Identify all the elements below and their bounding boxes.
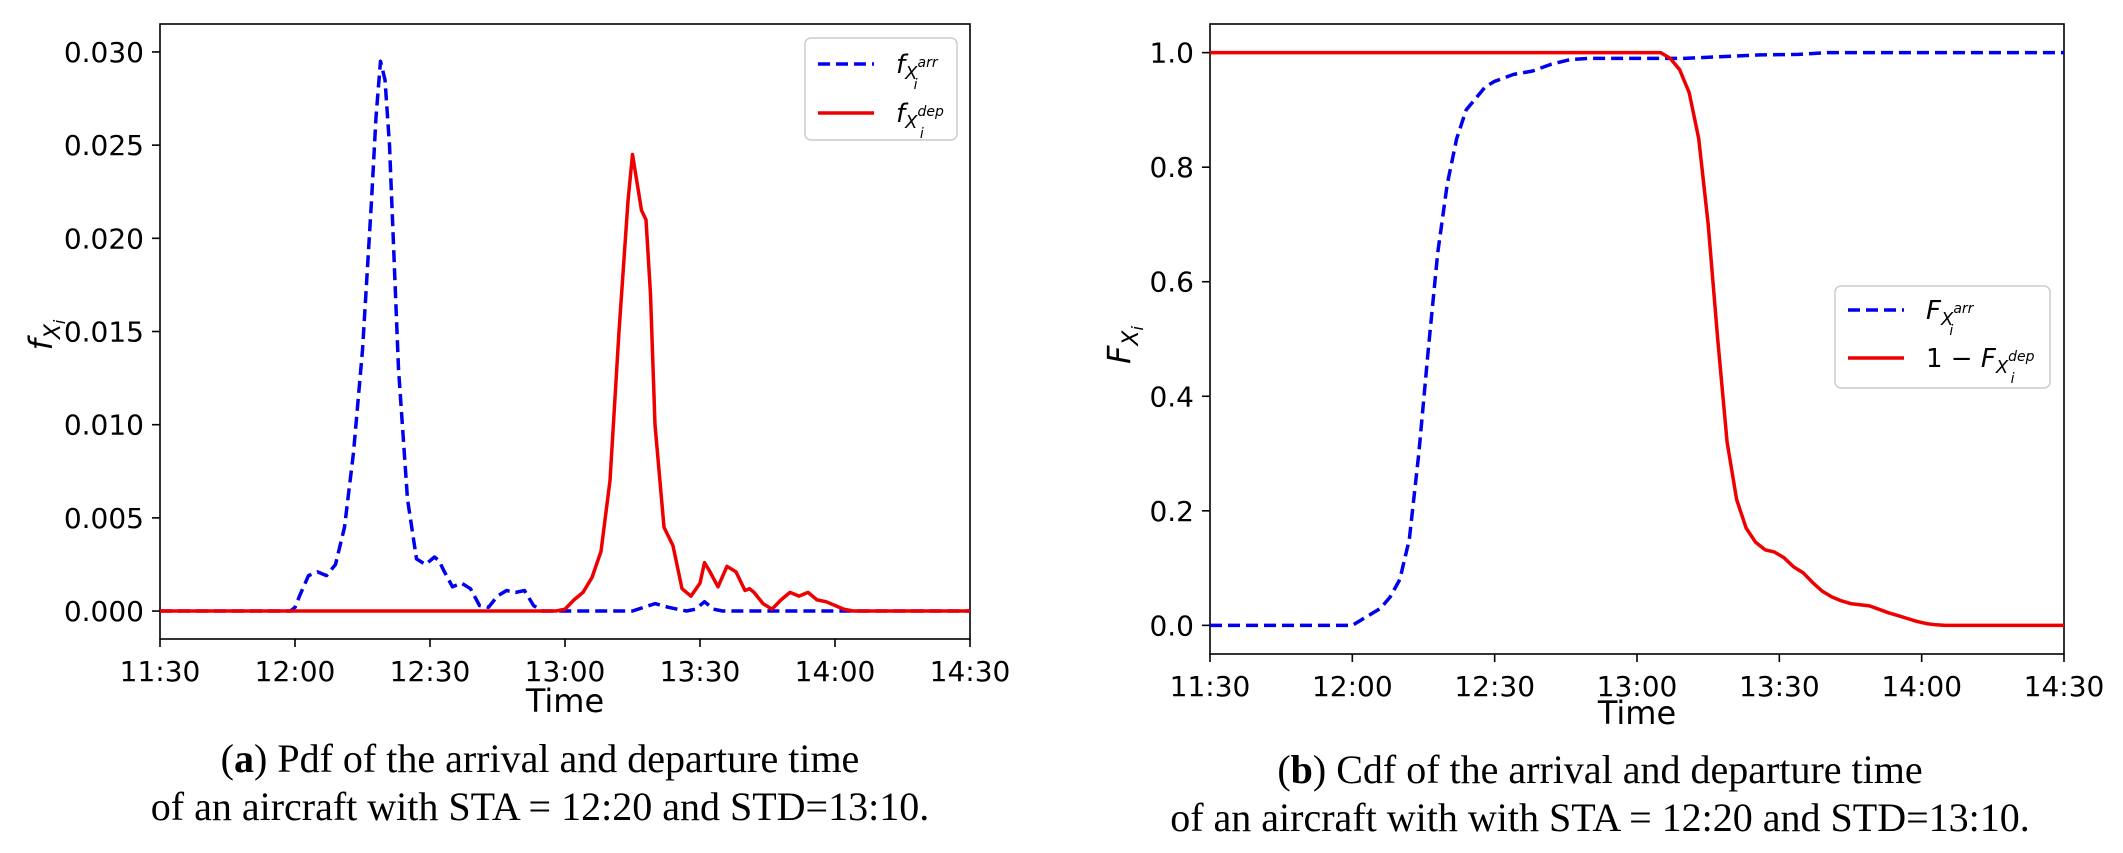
cdf-y-tick-label: 0.6 — [1149, 266, 1194, 299]
cdf-axis-ticks: 11:30 12:00 12:30 13:00 13:30 14:00 14:30 0.0 0.… — [1149, 37, 2104, 703]
pdf-y-tick-label: 0.010 — [64, 409, 144, 442]
cdf-x-tick-label: 11:30 — [1170, 670, 1251, 703]
pdf-legend: fXarr i fXdep i — [804, 37, 958, 142]
cdf-caption: (b) Cdf of the arrival and departure tim… — [1170, 747, 2030, 840]
cdf-series-lines — [1210, 50, 2064, 628]
pdf-chart: 11:30 12:00 12:30 13:00 13:30 14:00 14:30 0.000… — [22, 23, 1011, 720]
cdf-y-tick-label: 0.2 — [1149, 495, 1194, 528]
cdf-caption-line2: of an aircraft with with STA = 12:20 and… — [1170, 795, 2030, 840]
pdf-series-lines — [160, 59, 970, 613]
cdf-y-axis-label: FXi — [1100, 325, 1147, 363]
cdf-legend-arrival-label: FXarr i — [1926, 296, 1975, 339]
pdf-x-tick-label: 11:30 — [120, 655, 201, 688]
cdf-x-tick-label: 13:00 — [1597, 670, 1678, 703]
pdf-x-tick-label: 14:30 — [930, 655, 1011, 688]
pdf-y-tick-label: 0.000 — [64, 595, 144, 628]
pdf-caption: (a) Pdf of the arrival and departure tim… — [150, 736, 930, 829]
pdf-caption-line2: of an aircraft with STA = 12:20 and STD=… — [150, 784, 930, 829]
cdf-series-departure-line — [1210, 50, 2064, 628]
pdf-series-departure-line — [160, 152, 970, 613]
pdf-x-tick-label: 13:00 — [525, 655, 606, 688]
pdf-y-tick-label: 0.025 — [64, 129, 144, 162]
cdf-legend: FXarr i 1 − FXdep i — [1834, 285, 2051, 389]
cdf-caption-label: b — [1290, 747, 1313, 792]
cdf-caption-text: ) Cdf of the arrival and departure time — [1312, 747, 1923, 792]
cdf-y-tick-label: 0.0 — [1149, 609, 1194, 642]
pdf-y-tick-label: 0.015 — [64, 316, 144, 349]
pdf-caption-text: ) Pdf of the arrival and departure time — [254, 736, 860, 781]
pdf-x-tick-label: 12:30 — [390, 655, 471, 688]
cdf-series-arrival-line — [1210, 50, 2064, 628]
pdf-x-axis-label: Time — [525, 682, 604, 720]
pdf-y-axis-label: fXi — [22, 319, 69, 350]
pdf-axis-ticks: 11:30 12:00 12:30 13:00 13:30 14:00 14:30 0.000… — [64, 36, 1011, 688]
cdf-y-tick-label: 0.8 — [1149, 151, 1194, 184]
pdf-x-tick-label: 14:00 — [795, 655, 876, 688]
cdf-x-tick-label: 13:30 — [1739, 670, 1820, 703]
pdf-x-tick-label: 12:00 — [255, 655, 336, 688]
cdf-x-tick-label: 14:00 — [1881, 670, 1962, 703]
cdf-x-tick-label: 12:00 — [1312, 670, 1393, 703]
cdf-y-tick-label: 1.0 — [1149, 37, 1194, 70]
pdf-x-tick-label: 13:30 — [660, 655, 741, 688]
cdf-chart: 11:30 12:00 12:30 13:00 13:30 14:00 14:30 0.0 0.… — [1100, 23, 2104, 732]
pdf-y-tick-label: 0.020 — [64, 222, 144, 255]
pdf-y-tick-label: 0.030 — [64, 36, 144, 69]
cdf-y-tick-label: 0.4 — [1149, 380, 1194, 413]
pdf-caption-label: a — [234, 736, 254, 781]
cdf-x-tick-label: 12:30 — [1454, 670, 1535, 703]
pdf-series-arrival-line — [160, 59, 970, 613]
cdf-legend-departure-label: 1 − FXdep i — [1926, 344, 2035, 387]
cdf-x-tick-label: 14:30 — [2024, 670, 2105, 703]
pdf-y-tick-label: 0.005 — [64, 502, 144, 535]
cdf-x-axis-label: Time — [1597, 694, 1676, 732]
